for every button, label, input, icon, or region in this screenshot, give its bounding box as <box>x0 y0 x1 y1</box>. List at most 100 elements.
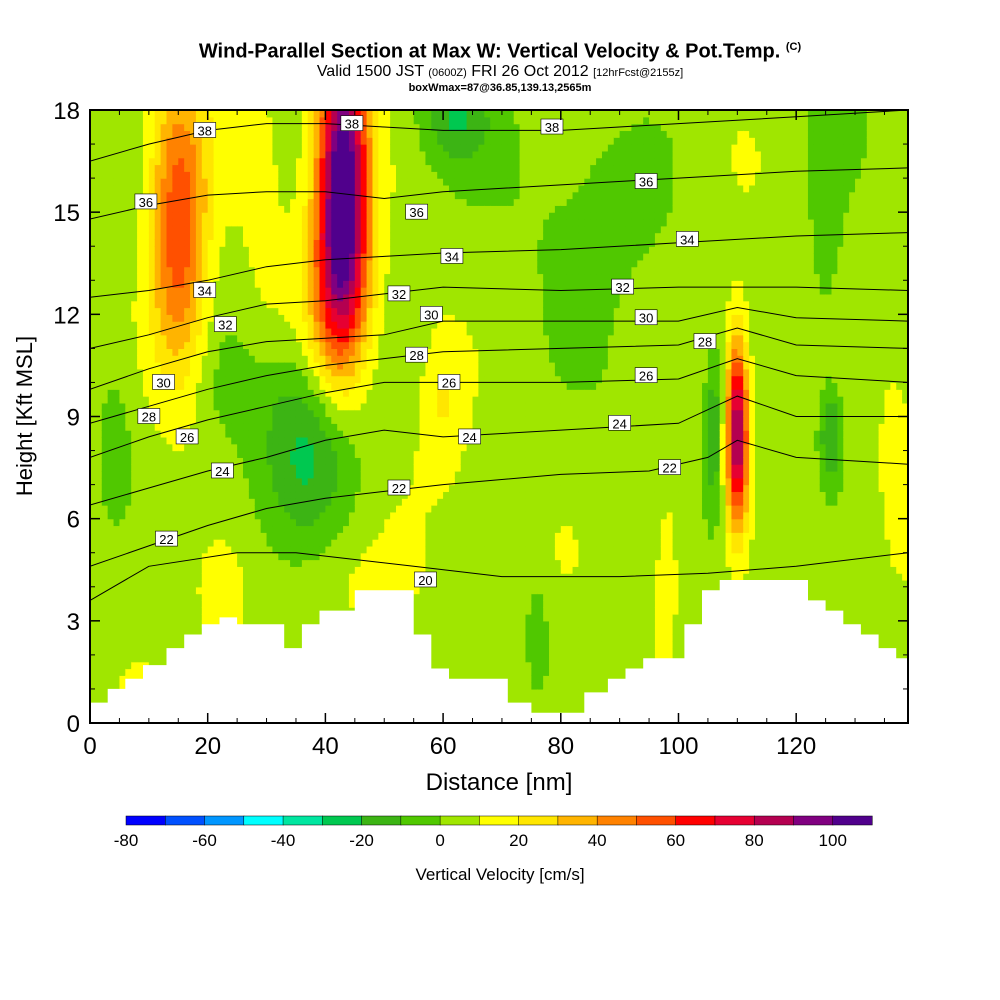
velocity-cell <box>272 184 279 193</box>
velocity-cell <box>360 566 368 574</box>
velocity-cell <box>390 280 397 288</box>
velocity-cell <box>378 212 385 220</box>
velocity-cell <box>137 450 144 458</box>
velocity-cell <box>260 314 268 322</box>
velocity-cell <box>366 110 374 118</box>
velocity-cell <box>354 436 362 445</box>
velocity-cell <box>360 470 368 479</box>
velocity-cell <box>225 266 232 275</box>
velocity-cell <box>225 539 232 547</box>
velocity-cell <box>290 511 297 520</box>
velocity-cell <box>407 123 415 132</box>
velocity-cell <box>331 287 338 295</box>
velocity-cell <box>237 191 244 200</box>
velocity-cell <box>366 341 374 349</box>
velocity-cell <box>154 641 162 649</box>
velocity-cell <box>148 648 156 656</box>
velocity-cell <box>154 355 162 363</box>
velocity-cell <box>119 123 126 132</box>
velocity-cell <box>390 579 397 588</box>
velocity-cell <box>254 457 262 465</box>
velocity-cell <box>272 566 279 574</box>
velocity-cell <box>407 477 415 486</box>
velocity-cell <box>254 416 262 424</box>
velocity-cell <box>195 552 203 561</box>
velocity-cell <box>95 511 103 520</box>
velocity-cell <box>90 253 97 261</box>
velocity-cell <box>378 144 385 152</box>
velocity-cell <box>131 368 138 377</box>
velocity-cell <box>95 525 103 533</box>
velocity-cell <box>407 552 415 561</box>
velocity-cell <box>307 253 315 261</box>
velocity-cell <box>313 511 321 520</box>
velocity-cell <box>343 505 350 513</box>
velocity-cell <box>107 321 115 329</box>
velocity-cell <box>360 144 368 152</box>
velocity-cell <box>360 525 368 533</box>
velocity-cell <box>266 341 274 349</box>
velocity-cell <box>207 232 215 241</box>
velocity-cell <box>166 450 173 458</box>
velocity-cell <box>225 511 232 520</box>
velocity-cell <box>343 212 350 220</box>
velocity-cell <box>396 559 403 567</box>
velocity-cell <box>396 116 403 125</box>
velocity-cell <box>337 348 344 356</box>
velocity-cell <box>231 505 238 513</box>
velocity-cell <box>172 614 179 622</box>
velocity-cell <box>137 266 144 275</box>
velocity-cell <box>243 545 250 554</box>
velocity-cell <box>384 368 391 377</box>
velocity-cell <box>95 566 103 574</box>
velocity-cell <box>401 457 409 465</box>
velocity-cell <box>113 518 121 527</box>
velocity-cell <box>231 416 238 424</box>
velocity-cell <box>384 382 391 390</box>
velocity-cell <box>101 259 109 268</box>
velocity-cell <box>295 327 303 336</box>
velocity-cell <box>313 477 321 486</box>
velocity-cell <box>390 423 397 431</box>
velocity-cell <box>413 614 421 622</box>
velocity-cell <box>154 573 162 581</box>
velocity-cell <box>354 402 362 411</box>
velocity-cell <box>95 116 103 125</box>
velocity-cell <box>190 579 197 588</box>
velocity-cell <box>243 123 250 132</box>
velocity-cell <box>113 525 121 533</box>
velocity-cell <box>319 470 326 479</box>
velocity-cell <box>178 191 185 200</box>
velocity-cell <box>319 157 326 166</box>
velocity-cell <box>125 579 132 588</box>
velocity-cell <box>331 355 338 363</box>
velocity-cell <box>284 150 291 159</box>
velocity-cell <box>160 457 168 465</box>
velocity-cell <box>95 191 103 200</box>
velocity-cell <box>90 273 97 281</box>
velocity-cell <box>154 116 162 125</box>
velocity-cell <box>95 627 103 636</box>
velocity-cell <box>301 300 309 309</box>
velocity-cell <box>137 171 144 179</box>
velocity-cell <box>231 477 238 486</box>
velocity-cell <box>260 409 268 418</box>
velocity-cell <box>160 586 168 595</box>
velocity-cell <box>184 511 191 520</box>
velocity-cell <box>307 566 315 574</box>
velocity-cell <box>119 273 126 281</box>
velocity-cell <box>225 116 232 125</box>
velocity-cell <box>307 614 315 622</box>
velocity-cell <box>331 205 338 213</box>
velocity-cell <box>219 334 226 343</box>
velocity-cell <box>137 334 144 343</box>
velocity-cell <box>243 436 250 445</box>
velocity-cell <box>290 355 297 363</box>
velocity-cell <box>131 239 138 247</box>
velocity-cell <box>237 355 244 363</box>
velocity-cell <box>301 266 309 275</box>
velocity-cell <box>148 525 156 533</box>
velocity-cell <box>137 321 144 329</box>
velocity-cell <box>184 525 191 533</box>
velocity-cell <box>160 505 168 513</box>
